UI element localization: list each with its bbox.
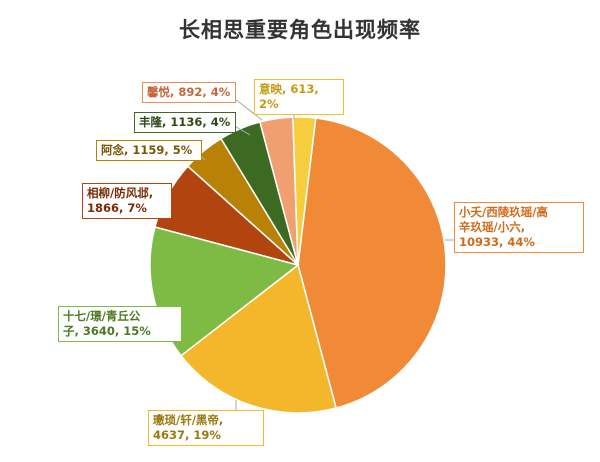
data-label-3: 相柳/防风邶, 1866, 7%: [82, 183, 172, 219]
data-label-7: 意映, 613, 2%: [254, 79, 344, 115]
pie-slice-7: [292, 116, 317, 266]
pie-slice-1: [180, 263, 337, 414]
data-label-1: 璷琐/轩/黑帝, 4637, 19%: [148, 410, 264, 446]
data-label-2: 十七/璟/青丘公 子, 3640, 15%: [58, 306, 182, 342]
data-label-4: 阿念, 1159, 5%: [96, 140, 202, 161]
pie-slice-0: [297, 117, 447, 409]
data-label-5: 丰隆, 1136, 4%: [134, 112, 236, 133]
chart-title: 长相思重要角色出现频率: [179, 18, 421, 42]
data-label-0: 小夭/西陵玖瑶/高 辛玖瑶/小六, 10933, 44%: [454, 202, 584, 253]
pie-slice-2: [149, 226, 300, 357]
data-label-6: 馨悦, 892, 4%: [142, 82, 236, 103]
